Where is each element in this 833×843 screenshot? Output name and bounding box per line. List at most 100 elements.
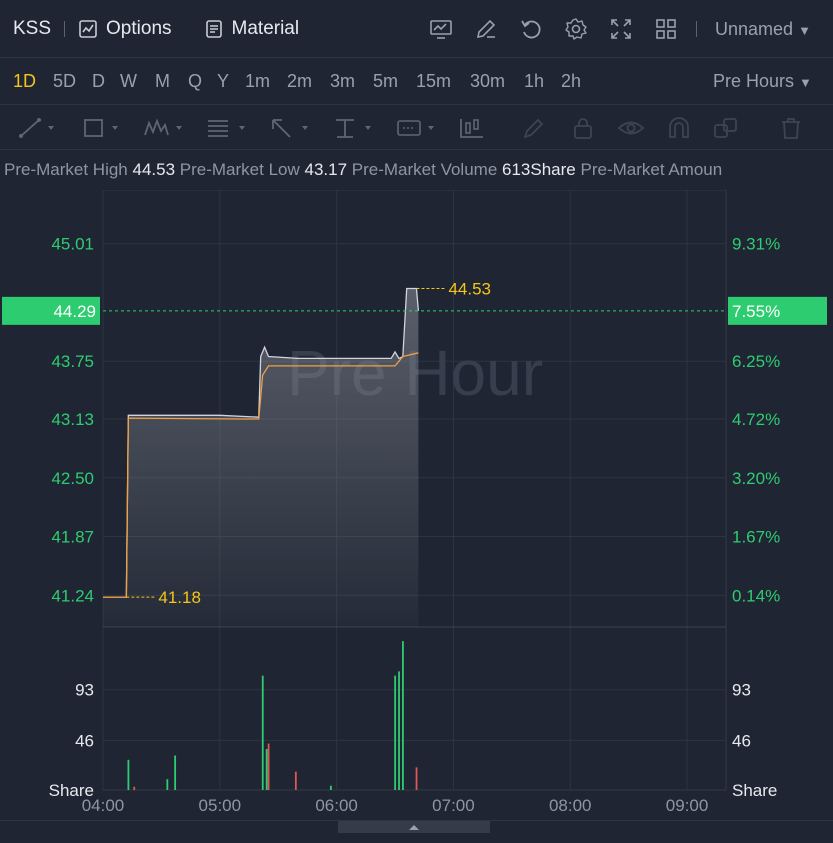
gear-icon[interactable] (563, 16, 589, 42)
price-tick-label: 43.75 (51, 352, 94, 371)
candle-tool[interactable] (458, 117, 486, 139)
price-label-tool[interactable] (396, 117, 440, 139)
fibonacci-tool[interactable] (206, 117, 250, 139)
volume-tick-label: 46 (75, 731, 94, 750)
arrow-tool[interactable] (270, 117, 314, 139)
layout-name-dropdown[interactable]: Unnamed ▼ (715, 19, 811, 40)
period-tab-15m[interactable]: 15m (416, 71, 452, 91)
percent-tick-label: 6.25% (732, 352, 780, 371)
measure-tool[interactable] (333, 117, 377, 139)
current-percent-tag (728, 296, 827, 325)
trendline-tool[interactable] (18, 117, 58, 139)
session-dropdown[interactable]: Pre Hours ▼ (713, 71, 812, 92)
volume-value: 613Share (502, 160, 576, 179)
volume-bar (267, 743, 270, 790)
fullscreen-icon[interactable] (608, 16, 634, 42)
period-tab-2h[interactable]: 2h (561, 71, 582, 91)
volume-bar (265, 749, 268, 790)
period-tab-w[interactable]: W (120, 71, 137, 91)
brush-icon (523, 118, 544, 139)
session-label: Pre Hours (713, 71, 795, 91)
low-marker-label: 41.18 (158, 588, 201, 607)
volume-bar (394, 675, 397, 790)
time-tick-label: 04:00 (82, 796, 125, 815)
time-tick-label: 05:00 (199, 796, 242, 815)
period-tab-30m[interactable]: 30m (470, 71, 506, 91)
period-tab-1h[interactable]: 1h (524, 71, 545, 91)
edit-icon[interactable] (473, 16, 499, 42)
refresh-icon[interactable] (518, 16, 544, 42)
rectangle-icon (84, 119, 118, 137)
magnet-tool[interactable] (666, 117, 692, 139)
price-tick-label: 42.50 (51, 469, 94, 488)
pattern-icon (144, 118, 182, 136)
options-label: Options (106, 17, 172, 39)
premarket-info-bar: Pre-Market High 44.53 Pre-Market Low 43.… (4, 160, 833, 180)
volume-tick-label: 93 (732, 681, 751, 700)
current-percent-label: 7.55% (732, 302, 780, 321)
period-tabs: 1D 5D D W M Q Y 1m 2m 3m 5m 15m 30m 1h 2h (0, 58, 833, 104)
pattern-tool[interactable] (143, 117, 187, 139)
period-tab-1m[interactable]: 1m (245, 71, 271, 91)
lock-tool[interactable] (571, 117, 595, 139)
clone-tool[interactable] (713, 117, 739, 139)
trash-icon (782, 118, 800, 139)
bottom-bar (0, 820, 833, 843)
volume-tick-label: 46 (732, 731, 751, 750)
intraday-chart[interactable]: 45.01 9.31% 43.75 6.25% 43.13 4.72% 42.50 3.20%… (0, 190, 833, 820)
period-tab-2m[interactable]: 2m (287, 71, 313, 91)
eye-icon (617, 121, 645, 135)
caret-down-icon: ▼ (798, 23, 811, 38)
low-value: 43.17 (304, 160, 348, 179)
volume-bar (127, 759, 130, 790)
material-button[interactable]: Material (204, 17, 300, 40)
current-price-label: 44.29 (53, 302, 96, 321)
period-tab-1d[interactable]: 1D (13, 71, 37, 91)
delete-tool[interactable] (779, 117, 803, 139)
percent-tick-label: 9.31% (732, 235, 780, 254)
high-label: Pre-Market High (4, 160, 128, 179)
price-tick-label: 41.24 (51, 586, 94, 605)
volume-bar (398, 671, 400, 790)
percent-tick-label: 1.67% (732, 528, 780, 547)
material-label: Material (231, 17, 300, 39)
low-label: Pre-Market Low (179, 160, 300, 179)
high-value: 44.53 (132, 160, 176, 179)
period-tab-q[interactable]: Q (188, 71, 203, 91)
chart-icon (79, 19, 97, 38)
average-price-line (103, 352, 419, 598)
time-tick-label: 06:00 (315, 796, 358, 815)
volume-bar (133, 786, 136, 790)
price-tick-label: 41.87 (51, 528, 94, 547)
collapse-panel-button[interactable] (338, 821, 490, 833)
volume-unit-label: Share (49, 781, 94, 800)
price-area (103, 288, 419, 627)
price-tick-label: 43.13 (51, 410, 94, 429)
fibonacci-icon (208, 120, 245, 137)
clone-icon (714, 118, 737, 138)
period-tab-m[interactable]: M (155, 71, 170, 91)
period-tab-3m[interactable]: 3m (330, 71, 356, 91)
period-tab-5m[interactable]: 5m (373, 71, 399, 91)
period-tab-d[interactable]: D (92, 71, 105, 91)
document-icon (205, 19, 222, 38)
visibility-tool[interactable] (617, 117, 645, 139)
ticker-symbol[interactable]: KSS (13, 17, 52, 39)
period-tab-5d[interactable]: 5D (53, 71, 77, 91)
trendline-icon (19, 118, 54, 138)
time-tick-label: 09:00 (666, 796, 709, 815)
brush-tool[interactable] (522, 117, 546, 139)
rectangle-tool[interactable] (82, 117, 122, 139)
options-button[interactable]: Options (78, 17, 172, 40)
current-price-tag (2, 296, 100, 325)
grid-layout-icon[interactable] (653, 16, 679, 42)
period-tab-y[interactable]: Y (217, 71, 230, 91)
volume-bar (415, 767, 418, 790)
indicator-icon[interactable] (428, 16, 454, 42)
volume-bar (174, 755, 177, 790)
volume-label: Pre-Market Volume (351, 160, 498, 179)
top-toolbar: KSS Options Material (0, 0, 833, 58)
top-icon-group (428, 16, 698, 42)
amount-label: Pre-Market Amoun (580, 160, 723, 179)
divider (696, 21, 697, 37)
